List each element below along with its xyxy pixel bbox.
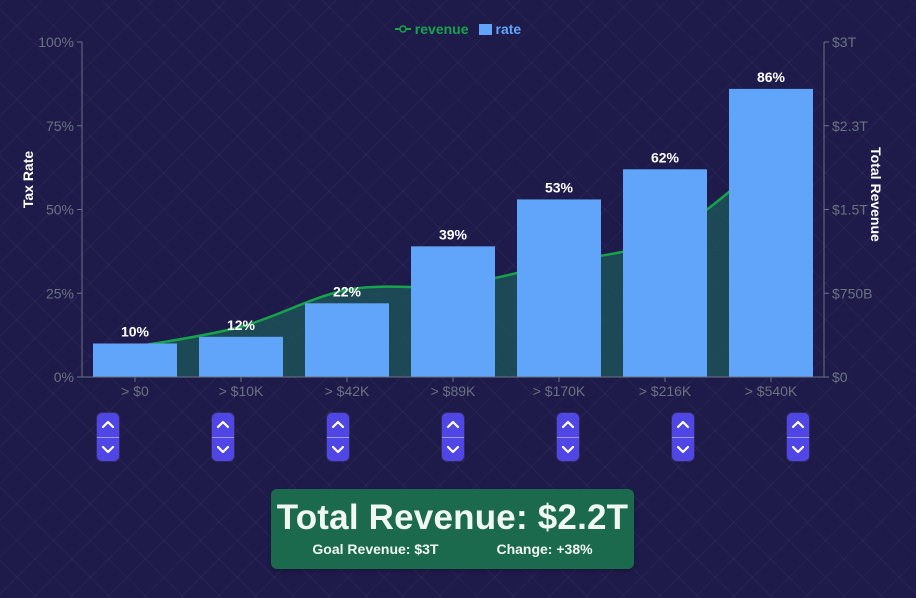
rate-bar bbox=[729, 88, 813, 378]
chevron-down-icon bbox=[676, 445, 690, 453]
increase-rate-button[interactable] bbox=[442, 413, 464, 437]
rate-stepper[interactable] bbox=[212, 413, 234, 461]
increase-rate-button[interactable] bbox=[97, 413, 119, 437]
x-tick-label: > $216K bbox=[639, 383, 692, 399]
right-tick-label: $3T bbox=[832, 34, 857, 50]
increase-rate-button[interactable] bbox=[787, 413, 809, 437]
chevron-down-icon bbox=[331, 445, 345, 453]
left-tick-label: 50% bbox=[46, 202, 74, 218]
chevron-up-icon bbox=[446, 421, 460, 429]
decrease-rate-button[interactable] bbox=[327, 436, 349, 462]
chevron-down-icon bbox=[101, 445, 115, 453]
rate-data-label: 12% bbox=[227, 317, 256, 333]
rate-data-label: 53% bbox=[545, 179, 574, 195]
x-tick-label: > $10K bbox=[219, 383, 264, 399]
right-tick-label: $1.5T bbox=[832, 202, 868, 218]
left-tick-label: 25% bbox=[46, 285, 74, 301]
chevron-up-icon bbox=[216, 421, 230, 429]
revenue-change-text: Change: +38% bbox=[496, 541, 593, 557]
chart-legend: revenue rate bbox=[0, 21, 916, 37]
decrease-rate-button[interactable] bbox=[97, 436, 119, 462]
chevron-up-icon bbox=[791, 421, 805, 429]
rate-bar bbox=[305, 303, 389, 377]
x-tick-label: > $42K bbox=[325, 383, 370, 399]
x-tick-label: > $0 bbox=[121, 383, 149, 399]
goal-revenue-text: Goal Revenue: $3T bbox=[312, 541, 439, 557]
increase-rate-button[interactable] bbox=[327, 413, 349, 437]
decrease-rate-button[interactable] bbox=[557, 436, 579, 462]
rate-bar bbox=[93, 343, 177, 377]
chevron-up-icon bbox=[101, 421, 115, 429]
left-axis-title: Tax Rate bbox=[20, 151, 36, 209]
x-tick-label: > $540K bbox=[745, 383, 798, 399]
legend-label-revenue: revenue bbox=[414, 21, 469, 37]
left-tick-label: 0% bbox=[54, 369, 74, 385]
rate-data-label: 86% bbox=[757, 69, 786, 85]
increase-rate-button[interactable] bbox=[672, 413, 694, 437]
chevron-up-icon bbox=[676, 421, 690, 429]
left-tick-label: 75% bbox=[46, 118, 74, 134]
legend-item-revenue[interactable]: revenue bbox=[394, 21, 469, 37]
rate-bar bbox=[517, 199, 601, 377]
right-axis-title: Total Revenue bbox=[868, 147, 884, 242]
chevron-down-icon bbox=[791, 445, 805, 453]
legend-label-rate: rate bbox=[495, 21, 522, 37]
chevron-down-icon bbox=[446, 445, 460, 453]
rate-data-label: 22% bbox=[333, 283, 362, 299]
rate-stepper[interactable] bbox=[787, 413, 809, 461]
decrease-rate-button[interactable] bbox=[787, 436, 809, 462]
rate-stepper[interactable] bbox=[327, 413, 349, 461]
rate-stepper[interactable] bbox=[557, 413, 579, 461]
rate-data-label: 62% bbox=[651, 149, 680, 165]
left-tick-label: 100% bbox=[38, 34, 74, 50]
rate-bar bbox=[199, 336, 283, 377]
decrease-rate-button[interactable] bbox=[212, 436, 234, 462]
rate-data-label: 39% bbox=[439, 226, 468, 242]
increase-rate-button[interactable] bbox=[557, 413, 579, 437]
revenue-area bbox=[135, 157, 771, 377]
rate-data-label: 10% bbox=[121, 324, 150, 340]
chevron-up-icon bbox=[331, 421, 345, 429]
rate-bar bbox=[623, 169, 707, 377]
chevron-down-icon bbox=[561, 445, 575, 453]
rate-bar bbox=[411, 246, 495, 377]
rate-swatch-icon bbox=[478, 23, 492, 35]
right-tick-label: $750B bbox=[832, 285, 872, 301]
line-marker-icon bbox=[394, 25, 411, 33]
decrease-rate-button[interactable] bbox=[672, 436, 694, 462]
x-tick-label: > $170K bbox=[533, 383, 586, 399]
rate-stepper[interactable] bbox=[672, 413, 694, 461]
rate-stepper[interactable] bbox=[442, 413, 464, 461]
right-tick-label: $0 bbox=[832, 369, 848, 385]
chevron-up-icon bbox=[561, 421, 575, 429]
rate-stepper[interactable] bbox=[97, 413, 119, 461]
legend-item-rate[interactable]: rate bbox=[478, 21, 522, 37]
decrease-rate-button[interactable] bbox=[442, 436, 464, 462]
total-revenue-headline: Total Revenue: $2.2T bbox=[276, 498, 629, 537]
right-tick-label: $2.3T bbox=[832, 118, 868, 134]
revenue-summary-card: Total Revenue: $2.2T Goal Revenue: $3T C… bbox=[271, 489, 634, 569]
increase-rate-button[interactable] bbox=[212, 413, 234, 437]
chevron-down-icon bbox=[216, 445, 230, 453]
x-tick-label: > $89K bbox=[431, 383, 476, 399]
